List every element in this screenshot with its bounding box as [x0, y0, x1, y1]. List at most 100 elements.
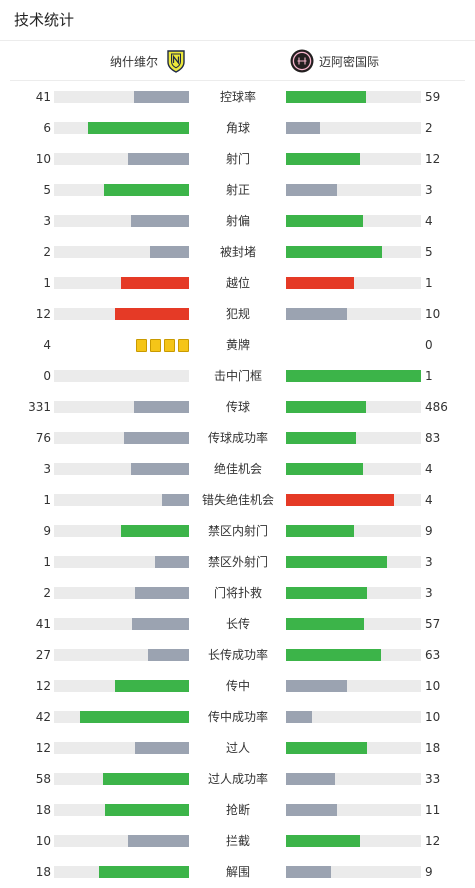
away-value: 59 — [425, 90, 441, 104]
away-bar — [286, 370, 421, 382]
away-bar — [286, 525, 354, 537]
away-value: 11 — [425, 803, 441, 817]
home-team[interactable]: 纳什维尔 — [110, 48, 188, 74]
home-bar — [134, 401, 189, 413]
away-value: 12 — [425, 152, 441, 166]
away-value: 10 — [425, 679, 441, 693]
home-bar-track — [54, 866, 189, 878]
away-value: 10 — [425, 307, 441, 321]
stat-label: 传球 — [225, 400, 250, 414]
home-bar — [135, 742, 189, 754]
home-value: 9 — [43, 524, 51, 538]
home-bar — [132, 618, 189, 630]
home-team-name: 纳什维尔 — [109, 54, 158, 69]
divider — [10, 80, 465, 81]
stat-label: 传中 — [225, 679, 250, 693]
away-bar — [286, 618, 364, 630]
away-bar-track — [286, 370, 421, 382]
home-bar-track — [54, 370, 189, 382]
away-bar — [286, 773, 335, 785]
away-bar-track — [286, 401, 421, 413]
away-value: 2 — [425, 121, 433, 135]
home-bar — [155, 556, 189, 568]
away-bar — [286, 463, 363, 475]
stat-label: 绝佳机会 — [213, 462, 262, 476]
stat-row: 9 禁区内射门 9 — [0, 515, 475, 546]
inter-miami-crest-icon — [290, 49, 314, 73]
home-bar — [150, 246, 189, 258]
home-bar-track — [54, 835, 189, 847]
stat-label: 禁区内射门 — [207, 524, 268, 538]
away-bar-track — [286, 122, 421, 134]
away-bar-track — [286, 525, 421, 537]
home-bar-track — [54, 711, 189, 723]
home-bar — [115, 680, 189, 692]
stat-row: 58 过人成功率 33 — [0, 763, 475, 794]
away-bar-track — [286, 649, 421, 661]
stat-label: 长传 — [225, 617, 250, 631]
home-bar-track — [54, 463, 189, 475]
home-bar-track — [54, 587, 189, 599]
away-value: 10 — [425, 710, 441, 724]
nashville-sc-crest-icon — [167, 50, 185, 73]
stat-label: 被封堵 — [219, 245, 256, 259]
home-bar — [103, 773, 189, 785]
home-bar — [135, 587, 189, 599]
away-value: 63 — [425, 648, 441, 662]
away-bar — [286, 866, 331, 878]
away-value: 57 — [425, 617, 441, 631]
home-bar — [148, 649, 189, 661]
home-value: 18 — [35, 803, 51, 817]
home-yellow-cards — [54, 339, 189, 352]
away-bar-track — [286, 742, 421, 754]
stat-label: 犯规 — [225, 307, 250, 321]
home-bar — [131, 463, 189, 475]
away-bar — [286, 494, 394, 506]
away-bar-track — [286, 494, 421, 506]
stat-label: 射正 — [225, 183, 250, 197]
home-value: 1 — [43, 493, 51, 507]
yellow-card-icon — [178, 339, 189, 352]
home-value: 76 — [35, 431, 51, 445]
stat-row: 1 错失绝佳机会 4 — [0, 484, 475, 515]
home-bar-track — [54, 494, 189, 506]
stat-label: 过人 — [225, 741, 250, 755]
home-bar-track — [54, 91, 189, 103]
home-bar-track — [54, 184, 189, 196]
away-bar-track — [286, 680, 421, 692]
away-bar — [286, 556, 387, 568]
away-bar — [286, 680, 347, 692]
home-value: 18 — [35, 865, 51, 879]
away-team[interactable]: 迈阿密国际 — [290, 48, 379, 74]
away-bar — [286, 215, 363, 227]
home-bar — [121, 525, 189, 537]
home-bar — [131, 215, 189, 227]
stat-row: 2 被封堵 5 — [0, 236, 475, 267]
stat-row: 331 传球 486 — [0, 391, 475, 422]
home-bar-track — [54, 432, 189, 444]
away-bar-track — [286, 246, 421, 258]
stat-row: 10 射门 12 — [0, 143, 475, 174]
away-team-name: 迈阿密国际 — [319, 54, 380, 69]
home-bar-track — [54, 680, 189, 692]
away-value: 3 — [425, 183, 433, 197]
home-bar-track — [54, 308, 189, 320]
home-value: 41 — [35, 90, 51, 104]
home-bar-track — [54, 556, 189, 568]
home-bar-track — [54, 277, 189, 289]
away-bar-track — [286, 835, 421, 847]
stat-row: 12 过人 18 — [0, 732, 475, 763]
away-bar-track — [286, 215, 421, 227]
home-bar-track — [54, 153, 189, 165]
yellow-card-icon — [164, 339, 175, 352]
away-bar-track — [286, 91, 421, 103]
stat-label: 射偏 — [225, 214, 250, 228]
home-value: 27 — [35, 648, 51, 662]
home-value: 58 — [35, 772, 51, 786]
stat-row: 41 控球率 59 — [0, 81, 475, 112]
home-bar — [124, 432, 189, 444]
away-value: 1 — [425, 369, 433, 383]
home-bar — [128, 153, 189, 165]
stat-row: 27 长传成功率 63 — [0, 639, 475, 670]
away-bar-track — [286, 277, 421, 289]
